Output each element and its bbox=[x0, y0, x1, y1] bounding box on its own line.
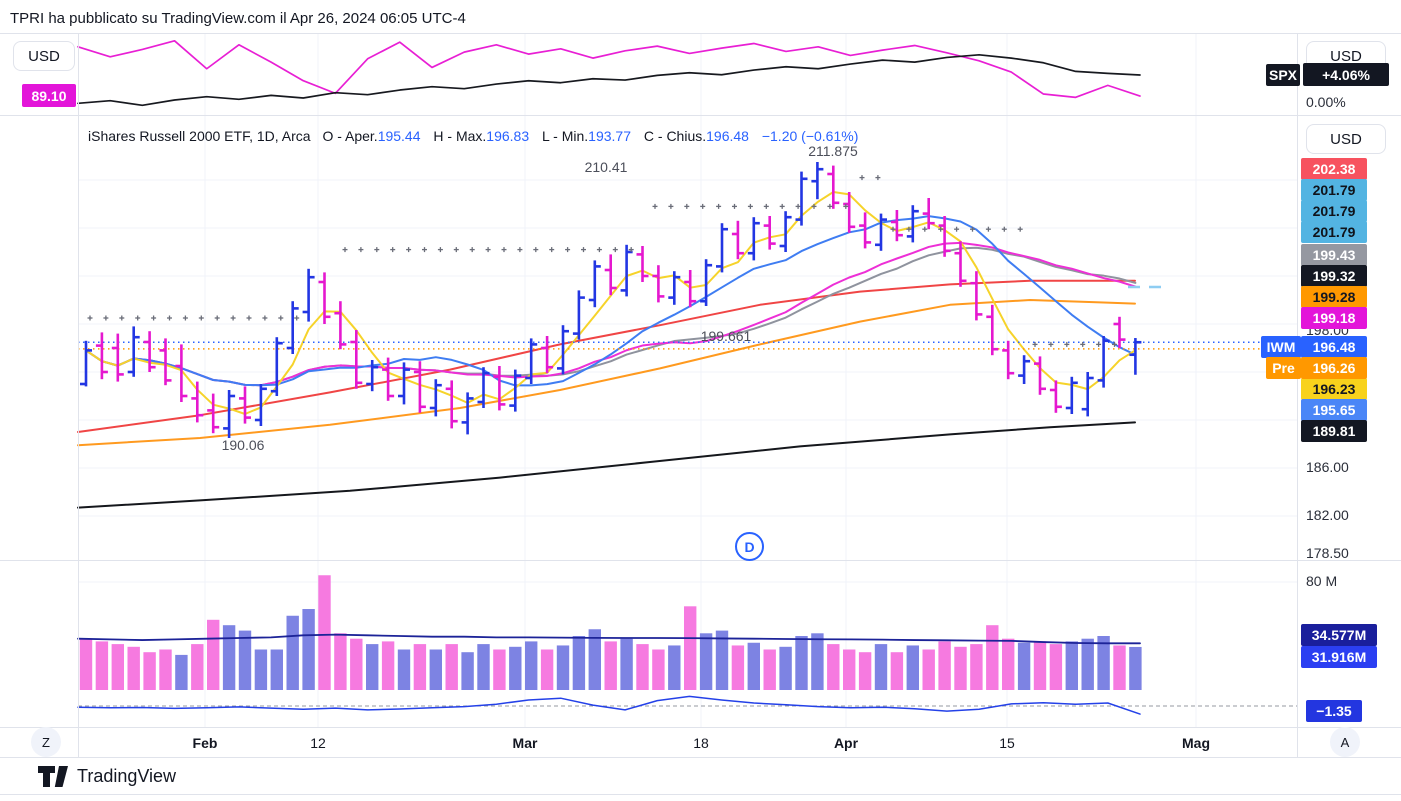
tradingview-logo-icon bbox=[38, 766, 68, 787]
volume-badge: 31.916M bbox=[1301, 646, 1377, 668]
price-scale-label: 199.18 bbox=[1301, 307, 1367, 329]
price-annotation: 210.41 bbox=[584, 159, 628, 175]
open-value: 195.44 bbox=[377, 128, 421, 144]
currency-toggle-main-right[interactable]: USD bbox=[1306, 124, 1386, 154]
price-scale-label: 201.79 bbox=[1301, 179, 1367, 201]
time-axis-label: 18 bbox=[693, 735, 709, 751]
price-scale-label: 199.28 bbox=[1301, 286, 1367, 308]
low-value: 193.77 bbox=[588, 128, 631, 144]
price-scale-tick: 178.50 bbox=[1306, 545, 1349, 561]
premarket-badge: Pre bbox=[1266, 357, 1301, 379]
symbol-title[interactable]: iShares Russell 2000 ETF, 1D, Arca bbox=[88, 128, 311, 144]
price-scale-label: 196.23 bbox=[1301, 378, 1367, 400]
time-axis-label: Mar bbox=[512, 735, 538, 751]
currency-toggle-left[interactable]: USD bbox=[13, 41, 75, 71]
oscillator-badge: −1.35 bbox=[1306, 700, 1362, 722]
price-scale-tick: 80 M bbox=[1306, 573, 1338, 589]
time-axis-label: Mag bbox=[1182, 735, 1210, 751]
left-scale-divider bbox=[78, 33, 79, 758]
price-annotation: 211.875 bbox=[808, 143, 858, 159]
time-axis-label: Feb bbox=[192, 735, 218, 751]
symbol-legend[interactable]: iShares Russell 2000 ETF, 1D, Arca O - A… bbox=[88, 128, 859, 144]
spx-symbol-badge: SPX bbox=[1266, 64, 1300, 86]
price-scale-label: 199.32 bbox=[1301, 265, 1367, 287]
price-annotation: 199.661 bbox=[700, 328, 752, 344]
spx-change-badge: +4.06% bbox=[1303, 63, 1389, 86]
time-axis-label: Apr bbox=[833, 735, 859, 751]
divider bbox=[0, 33, 1401, 34]
high-value: 196.83 bbox=[486, 128, 530, 144]
price-scale-label: 199.43 bbox=[1301, 244, 1367, 266]
volume-ma-badge: 34.577M bbox=[1301, 624, 1377, 646]
auto-scale-button[interactable]: A bbox=[1330, 727, 1360, 757]
divider bbox=[0, 115, 1401, 116]
time-axis-label: 12 bbox=[310, 735, 326, 751]
divider bbox=[0, 794, 1401, 795]
divider bbox=[0, 757, 1401, 758]
price-scale-label: 202.38 bbox=[1301, 158, 1367, 180]
price-scale-tick: 182.00 bbox=[1306, 507, 1349, 523]
compare-price-badge: 89.10 bbox=[22, 84, 76, 107]
price-scale-label: 196.48 bbox=[1301, 336, 1367, 358]
time-axis-label: 15 bbox=[999, 735, 1015, 751]
right-scale-divider bbox=[1297, 33, 1298, 758]
tradingview-logo-text: TradingView bbox=[77, 766, 177, 786]
scale-reset-button[interactable]: Z bbox=[31, 727, 61, 757]
price-annotation: 190.06 bbox=[221, 437, 265, 453]
change-value: −1.20 (−0.61%) bbox=[761, 128, 859, 144]
dividend-marker[interactable]: D bbox=[735, 532, 764, 561]
pane-divider[interactable] bbox=[0, 560, 1401, 561]
close-value: 196.48 bbox=[706, 128, 749, 144]
price-scale-label: 201.79 bbox=[1301, 221, 1367, 243]
symbol-badge: IWM bbox=[1261, 336, 1301, 358]
price-scale-label: 201.79 bbox=[1301, 200, 1367, 222]
top-scale-zero-tick: 0.00% bbox=[1306, 94, 1346, 110]
price-scale-label: 189.81 bbox=[1301, 420, 1367, 442]
price-scale-label: 195.65 bbox=[1301, 399, 1367, 421]
tradingview-logo[interactable]: TradingView bbox=[38, 766, 176, 787]
publish-header: TPRI ha pubblicato su TradingView.com il… bbox=[10, 10, 466, 27]
divider bbox=[0, 727, 1401, 728]
price-scale-tick: 186.00 bbox=[1306, 459, 1349, 475]
price-scale-label: 196.26 bbox=[1301, 357, 1367, 379]
